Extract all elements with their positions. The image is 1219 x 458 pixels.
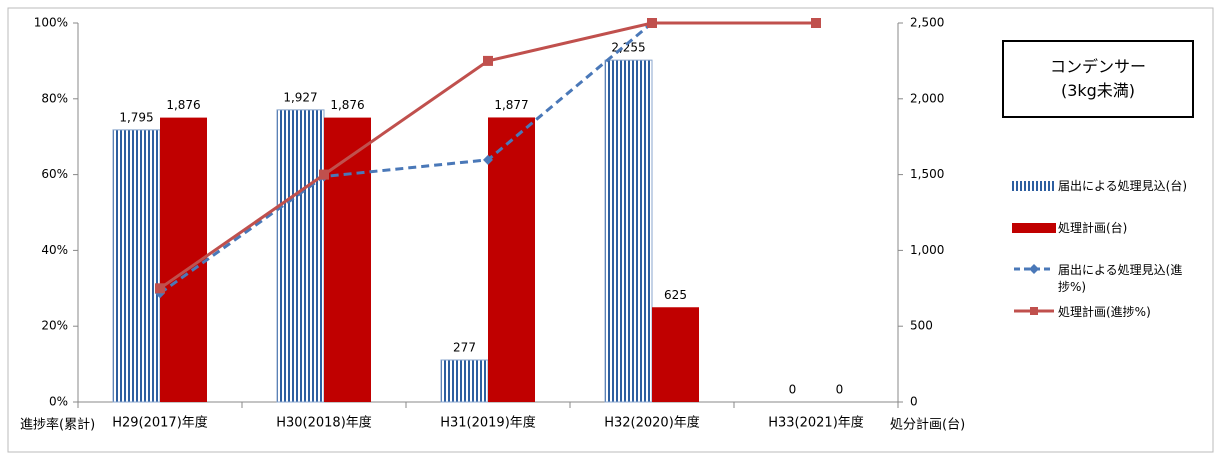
x-tick-label: H30(2018)年度 [276, 415, 372, 431]
annotation-box: コンデンサー (3kg未満) [1002, 40, 1194, 118]
x-tick-label: H32(2020)年度 [604, 415, 700, 431]
legend-label: 届出による処理見込(台) [1058, 179, 1188, 193]
legend-icon [1012, 304, 1058, 318]
data-label: 277 [453, 341, 476, 355]
x-tick-label: H33(2021)年度 [768, 415, 864, 431]
data-label: 1,876 [330, 98, 364, 112]
y2-tick-label: 2,000 [910, 91, 944, 105]
y-tick-label: 0% [49, 395, 68, 409]
data-label: 1,795 [119, 110, 153, 124]
y-tick-label: 20% [41, 319, 68, 333]
legend-icon [1012, 223, 1056, 233]
marker [647, 18, 657, 28]
y2-tick-label: 500 [910, 319, 933, 333]
data-label: 1,876 [166, 98, 200, 112]
legend-label: 届出による処理見込(進捗%) [1058, 263, 1183, 294]
line [159, 21, 653, 295]
marker [155, 283, 165, 294]
bar [112, 129, 161, 403]
legend-entry: 処理計画(進捗%) [1012, 304, 1192, 321]
legend-entry: 届出による処理見込(進捗%) [1012, 262, 1192, 296]
legend-label: 処理計画(台) [1058, 221, 1128, 235]
y2-tick-label: 2,500 [910, 16, 944, 30]
y2-tick-label: 1,500 [910, 167, 944, 181]
y2-axis-label: 処分計画(台) [890, 417, 965, 433]
y-axis-label: 進捗率(累計) [20, 417, 95, 433]
bar [440, 359, 489, 403]
y-tick-label: 60% [41, 167, 68, 181]
bar [604, 59, 653, 403]
y2-tick-label: 1,000 [910, 243, 944, 257]
bar [276, 109, 325, 403]
y-tick-label: 80% [41, 91, 68, 105]
legend-icon [1012, 181, 1056, 191]
data-label: 1,927 [283, 90, 317, 104]
bar [324, 117, 371, 403]
x-tick-label: H31(2019)年度 [440, 415, 536, 431]
annotation: コンデンサー [1049, 57, 1146, 76]
bar [488, 117, 535, 402]
frame [7, 7, 1214, 453]
y-tick-label: 100% [34, 16, 68, 30]
legend-entry: 届出による処理見込(台) [1012, 178, 1192, 195]
x-tick-label: H29(2017)年度 [112, 415, 208, 431]
annotation: (3kg未満) [1060, 81, 1136, 100]
marker [483, 154, 493, 165]
legend-label: 処理計画(進捗%) [1058, 305, 1151, 319]
y2-tick-label: 0 [910, 395, 918, 409]
marker [483, 55, 493, 66]
data-label: 625 [664, 288, 687, 302]
legend-entry: 処理計画(台) [1012, 220, 1192, 237]
data-label: 0 [789, 383, 797, 397]
marker [811, 18, 821, 28]
y-tick-label: 40% [41, 243, 68, 257]
data-label: 1,877 [494, 98, 528, 112]
marker [319, 169, 329, 180]
bar [652, 307, 699, 402]
legend-icon [1012, 262, 1058, 276]
data-label: 0 [836, 383, 844, 397]
